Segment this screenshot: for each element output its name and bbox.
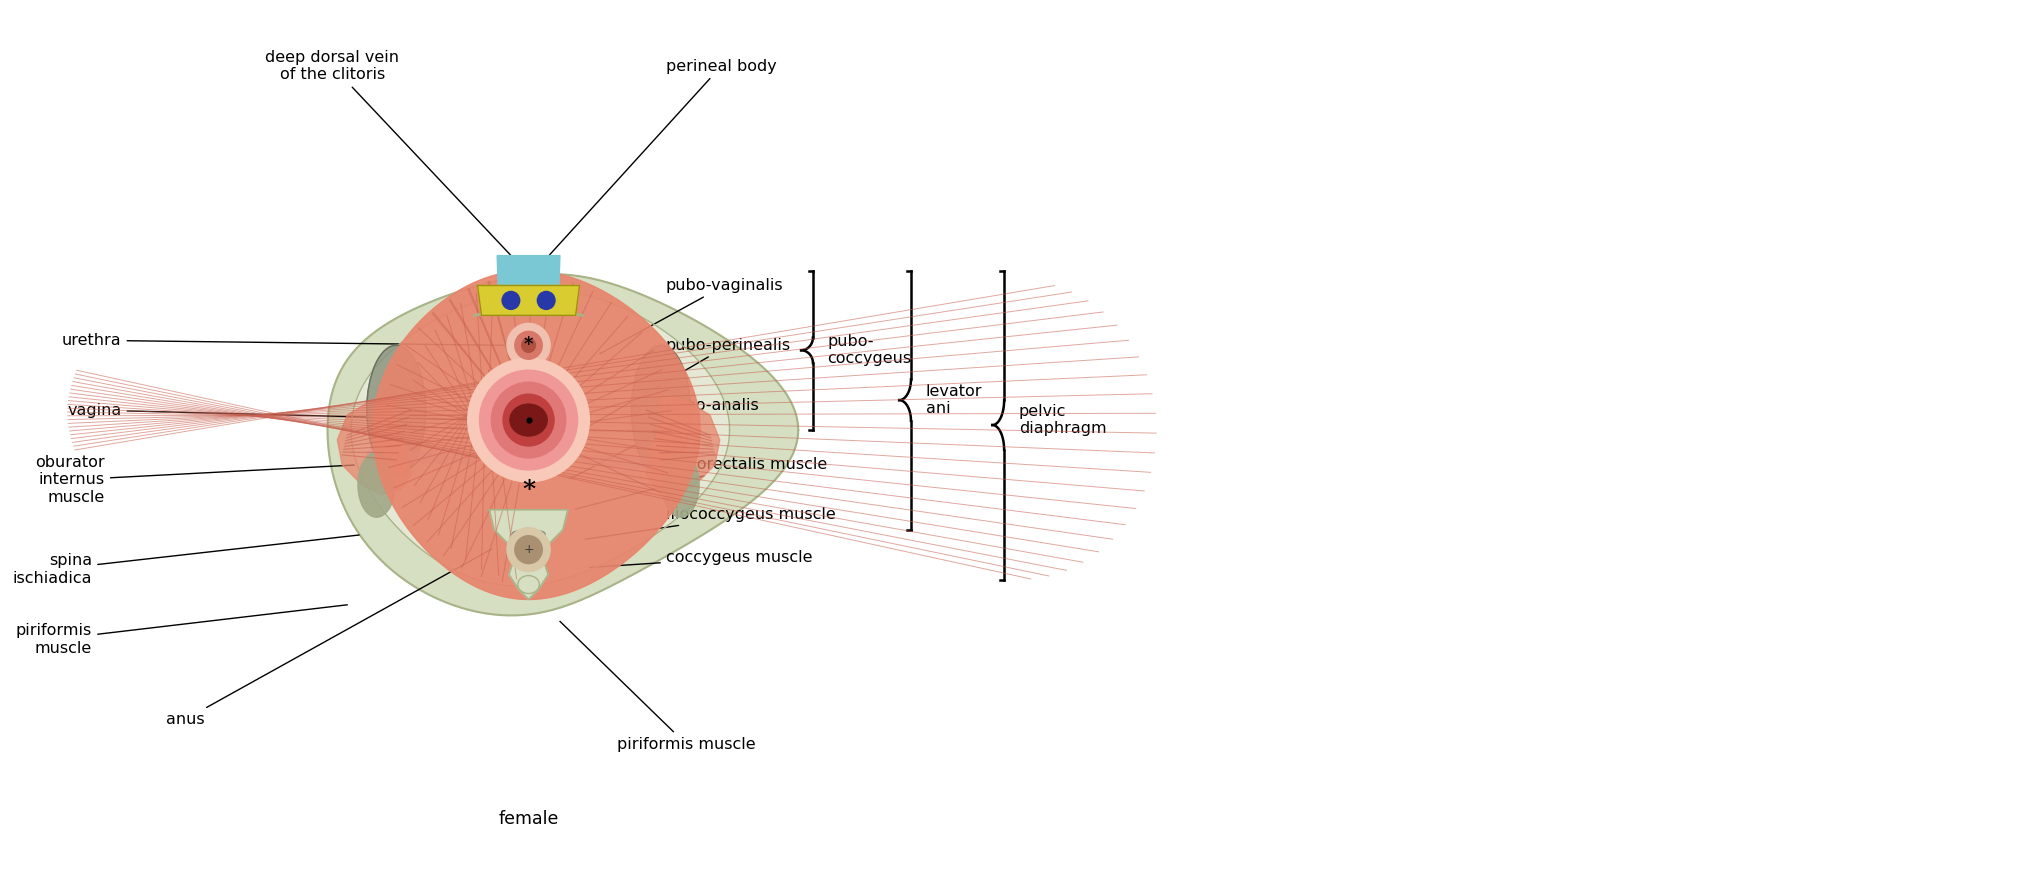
Text: +: + — [522, 543, 535, 556]
Ellipse shape — [367, 346, 427, 474]
Circle shape — [506, 528, 551, 572]
Circle shape — [467, 359, 590, 481]
Polygon shape — [327, 275, 798, 616]
Text: piriformis
muscle: piriformis muscle — [16, 605, 347, 656]
Text: perineal body: perineal body — [549, 59, 776, 256]
Text: iliococcygeus muscle: iliococcygeus muscle — [586, 507, 835, 539]
Text: *: * — [522, 478, 535, 502]
Polygon shape — [374, 270, 700, 600]
Text: pubo-
coccygeus: pubo- coccygeus — [827, 334, 912, 367]
Circle shape — [522, 339, 535, 353]
Ellipse shape — [535, 531, 545, 538]
Ellipse shape — [533, 544, 543, 551]
Ellipse shape — [516, 556, 527, 563]
Text: pelvic
diaphragm: pelvic diaphragm — [1018, 404, 1106, 436]
Text: pubo-vaginalis: pubo-vaginalis — [600, 278, 784, 354]
Circle shape — [492, 382, 565, 458]
Text: deep dorsal vein
of the clitoris: deep dorsal vein of the clitoris — [265, 50, 512, 257]
Ellipse shape — [661, 453, 700, 517]
Text: anus: anus — [165, 549, 492, 727]
Ellipse shape — [514, 544, 525, 551]
Text: *: * — [525, 336, 533, 354]
Text: female: female — [498, 809, 559, 828]
Circle shape — [502, 394, 553, 446]
Text: pubo-perinealis: pubo-perinealis — [586, 338, 792, 429]
Text: puborectalis muscle: puborectalis muscle — [576, 458, 827, 509]
Circle shape — [537, 291, 555, 310]
Text: coccygeus muscle: coccygeus muscle — [590, 550, 812, 567]
Circle shape — [502, 291, 520, 310]
Ellipse shape — [512, 531, 522, 538]
Text: vagina: vagina — [67, 403, 482, 420]
Ellipse shape — [631, 346, 690, 474]
Circle shape — [514, 332, 543, 360]
Circle shape — [514, 405, 543, 435]
Ellipse shape — [518, 575, 539, 594]
Polygon shape — [351, 290, 729, 586]
Polygon shape — [478, 286, 580, 316]
Text: levator
ani: levator ani — [927, 384, 982, 417]
Circle shape — [480, 370, 578, 470]
Polygon shape — [337, 396, 410, 495]
Ellipse shape — [531, 556, 541, 563]
Text: piriformis muscle: piriformis muscle — [559, 622, 755, 752]
Polygon shape — [647, 396, 720, 495]
Circle shape — [514, 536, 543, 564]
Polygon shape — [490, 510, 567, 600]
Ellipse shape — [510, 404, 547, 436]
Text: spina
ischiadica: spina ischiadica — [12, 535, 359, 586]
Text: urethra: urethra — [61, 332, 504, 348]
Text: pubo-analis: pubo-analis — [569, 397, 759, 479]
Circle shape — [506, 324, 551, 367]
Ellipse shape — [357, 453, 396, 517]
Text: oburator
internus
muscle: oburator internus muscle — [35, 455, 355, 505]
Polygon shape — [498, 255, 559, 316]
